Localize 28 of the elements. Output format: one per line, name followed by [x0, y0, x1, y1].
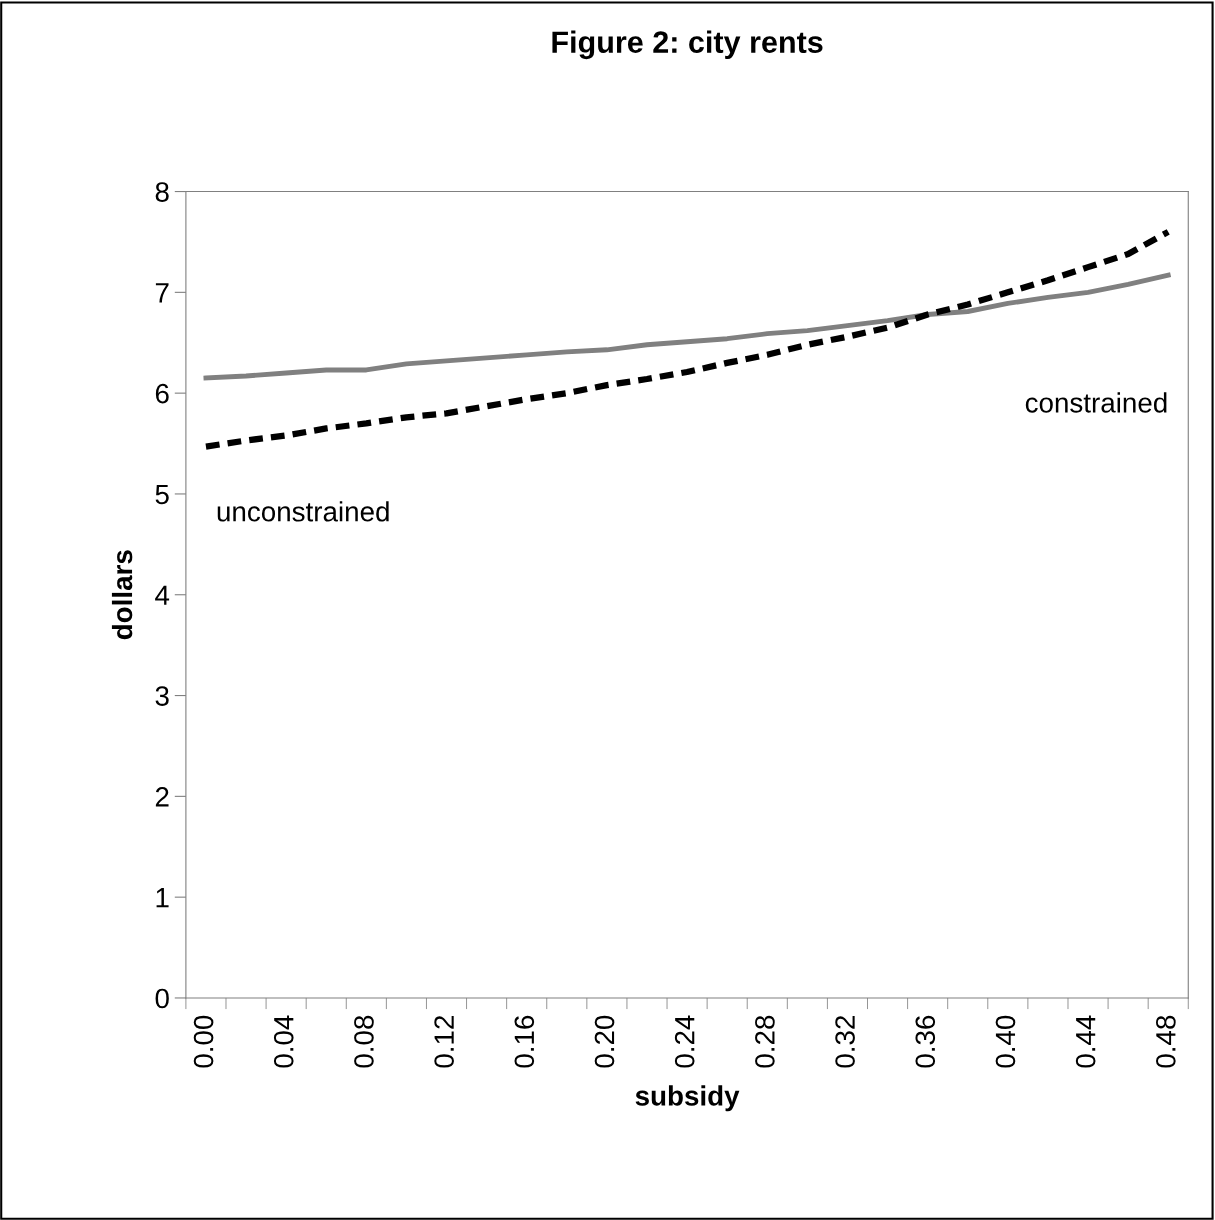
- y-tick-label: 3: [155, 686, 169, 706]
- y-tick-label: 5: [155, 484, 169, 505]
- x-tick-label: 0.28: [755, 1015, 775, 1068]
- x-tick-label: 0.08: [354, 1015, 374, 1068]
- x-tick-label: 0.12: [434, 1016, 454, 1068]
- x-tick-label: 0.20: [594, 1015, 615, 1068]
- annotation: unconstrained: [217, 501, 389, 522]
- y-axis-title: dollars: [111, 550, 133, 640]
- y-tick-label: 2: [155, 787, 169, 807]
- x-tick-label: 0.32: [835, 1016, 855, 1068]
- x-tick-label: 0.16: [514, 1015, 535, 1068]
- y-tick-label: 0: [155, 988, 169, 1009]
- x-axis-title: subsidy: [635, 1085, 740, 1112]
- annotation: constrained: [1025, 392, 1167, 413]
- x-tick-label: 0.40: [995, 1015, 1016, 1068]
- y-tick-label: 7: [155, 283, 169, 303]
- y-tick-label: 1: [156, 888, 169, 908]
- x-tick-label: 0.04: [273, 1015, 294, 1068]
- x-tick-label: 0.44: [1075, 1015, 1096, 1068]
- line-series: [203, 272, 1171, 381]
- x-tick-label: 0.00: [193, 1015, 214, 1068]
- y-tick-label: 6: [155, 383, 169, 404]
- x-tick-label: 0.36: [915, 1015, 936, 1068]
- y-tick-label: 8: [155, 182, 169, 202]
- x-tick-label: 0.24: [674, 1015, 695, 1068]
- x-tick-label: 0.48: [1156, 1015, 1176, 1068]
- y-tick-label: 4: [155, 585, 170, 605]
- chart-title: Figure 2: city rents: [552, 30, 823, 60]
